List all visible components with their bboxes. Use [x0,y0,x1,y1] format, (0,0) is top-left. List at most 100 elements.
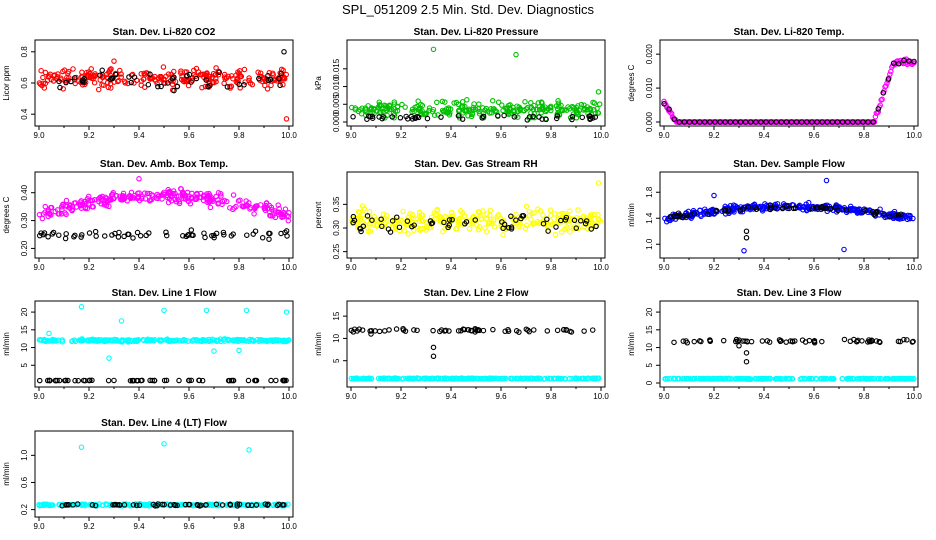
data-point [713,207,720,214]
data-point [506,225,512,231]
data-point [191,337,197,343]
data-point [171,68,177,75]
data-point [259,78,266,85]
data-point [92,228,99,235]
data-point [202,234,208,241]
data-point [839,119,846,125]
data-point [544,328,551,334]
data-point [137,233,144,239]
data-point [72,80,78,87]
data-point [779,205,786,212]
data-point [83,200,89,207]
data-point [147,71,153,77]
x-tick-label: 9.2 [395,263,407,272]
y-tick-label: 0.20 [20,240,29,256]
data-point [63,231,69,237]
data-point [226,377,233,384]
data-point [115,234,122,240]
data-point [39,215,46,222]
data-point [186,501,192,508]
data-point [584,226,591,232]
data-point [71,75,78,81]
data-point [855,119,861,125]
data-point [359,105,365,111]
x-tick-label: 9.2 [708,263,720,272]
x-tick-label: 9.0 [33,263,45,272]
data-point [742,119,749,125]
data-point [595,217,601,223]
data-point [661,101,667,107]
panel-5: Stan. Dev. Sample Flow ml/min 9.0 9.2 9.4 9.6… [627,159,922,272]
data-point [457,375,463,382]
data-point [40,74,46,81]
data-point [121,78,128,85]
data-point [215,71,222,78]
data-point [97,72,103,79]
data-point [487,207,494,214]
data-point [904,337,910,343]
data-point [149,377,155,384]
data-point [68,78,74,85]
x-tick-label: 10.0 [593,131,609,140]
data-point [531,210,537,216]
data-point [485,108,491,114]
data-point [174,83,181,90]
data-point [178,76,185,83]
data-point [283,228,290,234]
data-point [118,74,124,80]
data-point [559,107,566,114]
data-point [726,375,732,382]
data-point [204,70,210,76]
data-point [42,69,49,76]
data-point [393,375,399,382]
data-point [819,338,825,345]
data-point [880,90,887,96]
data-point [281,49,287,55]
data-point [151,377,158,384]
y-tick-label: 10 [332,333,341,342]
data-point [891,375,897,382]
data-point [404,218,411,224]
data-point [704,211,711,217]
data-point [188,377,195,384]
data-point [540,220,547,227]
x-tick-label: 9.4 [758,263,770,272]
data-point [506,111,512,118]
data-point [857,375,863,382]
y-tick-label: 0.6 [20,476,29,488]
data-point [471,218,478,224]
data-point [376,328,383,335]
data-point [487,212,493,219]
data-point [357,225,363,232]
data-point [793,119,800,125]
data-point [365,375,372,381]
data-point [502,328,508,335]
panel-4: Stan. Dev. Gas Stream RH percent 9.0 9.2 9.4… [314,159,609,272]
data-point [266,69,273,76]
data-point [910,338,916,345]
data-point [435,376,441,382]
data-point [121,233,127,240]
data-point [268,377,274,384]
data-point [127,195,134,202]
data-point [578,101,585,108]
y-tick-label: 0.30 [332,220,341,236]
x-tick-label: 9.6 [183,131,195,140]
data-point [701,211,707,217]
data-point [773,119,779,125]
data-point [420,375,426,382]
data-point [895,212,902,218]
data-point [418,111,425,118]
data-point [358,228,364,235]
data-point [274,209,280,215]
data-point [596,101,603,107]
data-point [819,204,825,210]
data-point [580,107,587,113]
data-point [244,202,251,209]
data-point [139,377,145,384]
data-point [200,336,206,343]
data-point [69,207,75,214]
data-point [390,375,396,382]
data-point [778,337,784,344]
data-point [500,225,506,232]
